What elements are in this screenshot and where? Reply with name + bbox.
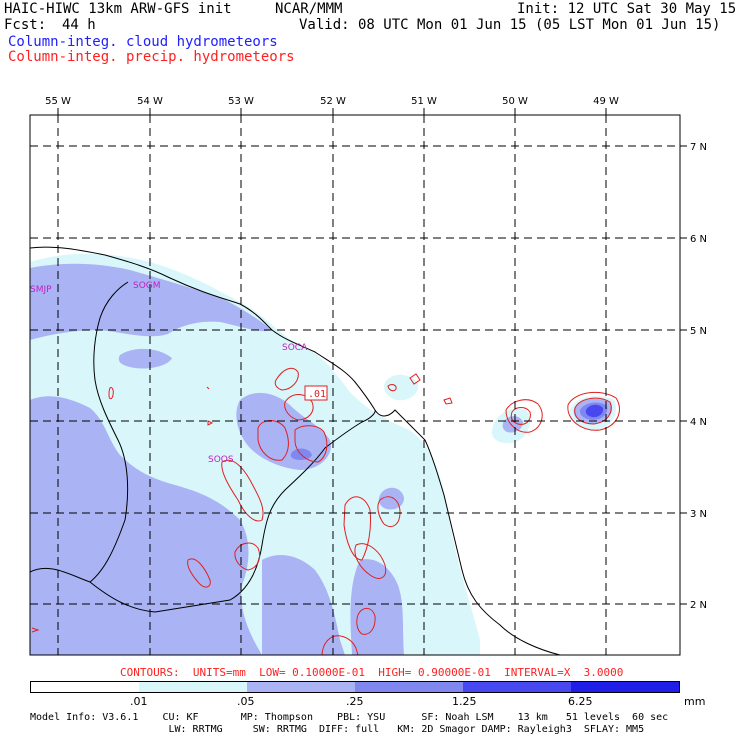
precip-contour xyxy=(567,391,620,431)
border-suriname-guyane xyxy=(30,281,129,583)
precip-contour xyxy=(377,496,401,527)
precip-contour xyxy=(574,397,612,425)
colorbar-label: 1.25 xyxy=(452,695,477,708)
model-info-line-1: Model Info: V3.6.1 CU: KF MP: Thompson P… xyxy=(30,712,669,723)
precip-contour xyxy=(108,387,114,400)
station-label-sogm: SOGM xyxy=(133,281,161,291)
colorbar-bin xyxy=(139,682,247,692)
station-label-smjp: SMJP xyxy=(30,285,52,295)
precip-contour xyxy=(31,627,40,633)
precip-contour xyxy=(321,635,359,655)
coastline-borders xyxy=(30,246,561,655)
lon-label: 54 W xyxy=(137,96,163,107)
model-title: HAIC-HIWC 13km ARW-GFS init xyxy=(4,1,232,17)
shade-mid-small xyxy=(378,487,404,510)
coastline xyxy=(30,246,561,655)
lon-label: 51 W xyxy=(411,96,437,107)
hydrometeor-shading xyxy=(30,253,616,655)
colorbar xyxy=(30,681,680,693)
colorbar-bin xyxy=(355,682,463,692)
shade-mid-west xyxy=(30,396,262,655)
colorbar-units: mm xyxy=(684,695,706,708)
precip-contour xyxy=(207,420,214,426)
shade-mid-south xyxy=(262,555,345,655)
lon-label: 50 W xyxy=(502,96,528,107)
contour-label-box xyxy=(304,385,328,401)
border-guyane-brazil xyxy=(89,409,376,613)
precip-contour xyxy=(187,558,211,588)
init-time: Init: 12 UTC Sat 30 May 15 xyxy=(517,1,737,17)
contour-label: .01 xyxy=(308,389,326,400)
lat-label: 3 N xyxy=(690,509,707,520)
lon-label: 49 W xyxy=(593,96,619,107)
colorbar-bin xyxy=(463,682,571,692)
colorbar-bin xyxy=(571,682,679,692)
colorbar-label: .25 xyxy=(346,695,364,708)
colorbar-label: 6.25 xyxy=(568,695,593,708)
shade-mid-south-2 xyxy=(350,559,404,655)
axis-ticks xyxy=(57,108,687,605)
shade-mid-nw xyxy=(118,348,172,369)
colorbar-bin xyxy=(31,682,139,692)
map-frame xyxy=(29,114,681,656)
shade-light-offshore-1 xyxy=(384,374,419,401)
precip-contour xyxy=(206,386,210,390)
precip-contour xyxy=(354,543,387,579)
lat-label: 7 N xyxy=(690,142,707,153)
lat-label: 5 N xyxy=(690,326,707,337)
precip-contour xyxy=(356,607,376,635)
precip-contour xyxy=(343,496,371,561)
precip-contour xyxy=(505,399,543,433)
lon-label: 52 W xyxy=(320,96,346,107)
precip-contour xyxy=(443,397,453,405)
precip-field-label: Column-integ. precip. hydrometeors xyxy=(8,49,295,65)
colorbar-label: .05 xyxy=(237,695,255,708)
lon-label: 55 W xyxy=(45,96,71,107)
precip-contour xyxy=(387,384,397,392)
forecast-hour: 44 h xyxy=(62,17,96,33)
forecast-label: Fcst: xyxy=(4,17,47,33)
precip-contour xyxy=(409,373,421,385)
model-info-line-2: LW: RRTMG SW: RRTMG DIFF: full KM: 2D Sm… xyxy=(30,724,645,735)
organization: NCAR/MMM xyxy=(275,1,343,17)
precip-contour xyxy=(510,407,531,425)
lon-label: 53 W xyxy=(228,96,254,107)
contour-info: CONTOURS: UNITS=mm LOW= 0.10000E-01 HIGH… xyxy=(120,666,624,679)
lat-label: 6 N xyxy=(690,234,707,245)
graticule xyxy=(30,115,680,655)
precip-contour xyxy=(234,542,261,571)
valid-time: Valid: 08 UTC Mon 01 Jun 15 (05 LST Mon … xyxy=(299,17,721,33)
lat-label: 4 N xyxy=(690,417,707,428)
colorbar-label: .01 xyxy=(130,695,148,708)
precip-contour xyxy=(294,425,328,463)
shade-mid-region xyxy=(30,263,272,340)
station-label-soos: SOOS xyxy=(208,455,234,465)
lat-label: 2 N xyxy=(690,600,707,611)
precip-contour xyxy=(221,459,264,522)
precip-contour xyxy=(274,367,299,391)
shade-peak-offshore xyxy=(585,404,604,418)
precip-contour xyxy=(284,394,314,421)
station-label-soca: SOCA xyxy=(282,343,308,353)
cloud-field-label: Column-integ. cloud hydrometeors xyxy=(8,34,278,50)
colorbar-bin xyxy=(247,682,355,692)
